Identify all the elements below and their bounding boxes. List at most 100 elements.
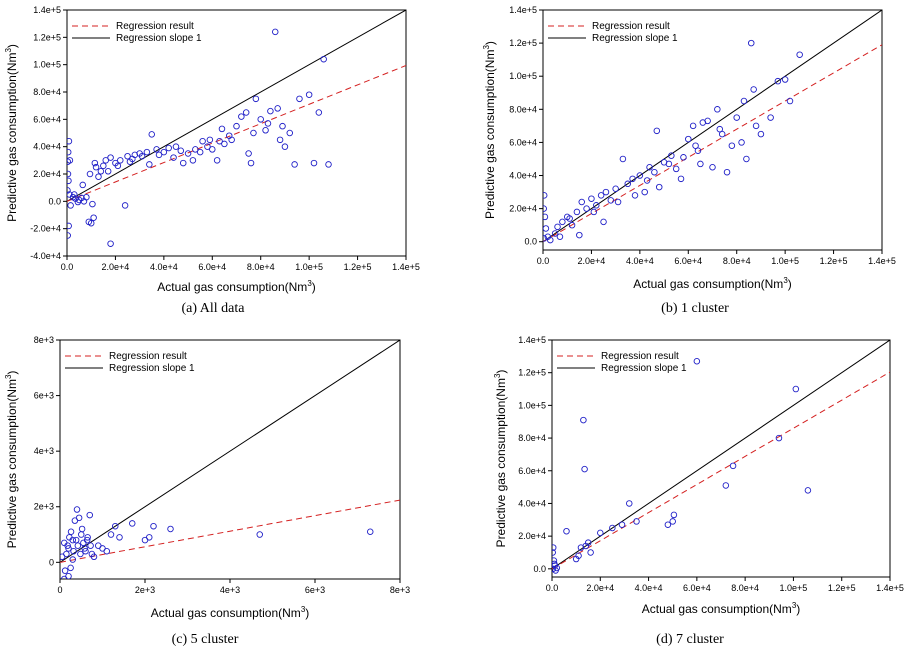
data-point bbox=[213, 157, 221, 164]
data-point bbox=[573, 208, 581, 216]
data-point bbox=[271, 28, 279, 36]
data-point bbox=[367, 528, 374, 536]
legend-label-identity: Regression slope 1 bbox=[601, 363, 687, 374]
x-tick-label: 6.0e+4 bbox=[674, 256, 702, 266]
y-tick-label: 4.0e+4 bbox=[33, 142, 61, 152]
data-point bbox=[554, 223, 561, 231]
data-point bbox=[597, 192, 605, 199]
data-point bbox=[590, 208, 598, 216]
data-point bbox=[752, 122, 760, 130]
panel-5-cluster: 0 2e+3 4e+3 6e+3 8e+3 0 2e+3 4e+3 6e+3 8e+3 Actual… bbox=[4, 335, 410, 647]
data-point bbox=[714, 106, 721, 113]
data-point bbox=[543, 235, 548, 242]
data-point bbox=[83, 193, 90, 201]
data-point bbox=[747, 39, 755, 47]
data-point bbox=[704, 117, 711, 125]
x-axis-label: Actual gas consumption(Nm3) bbox=[633, 276, 792, 291]
data-point bbox=[257, 116, 264, 123]
data-point bbox=[86, 170, 94, 178]
y-tick-label: 6.0e+4 bbox=[518, 466, 546, 476]
data-point bbox=[729, 462, 737, 470]
data-point bbox=[733, 114, 740, 121]
data-point bbox=[64, 542, 71, 549]
data-point bbox=[256, 531, 264, 538]
data-point bbox=[664, 521, 672, 528]
data-point bbox=[543, 205, 547, 212]
x-tick-label: 4e+3 bbox=[220, 585, 240, 595]
data-point bbox=[61, 575, 68, 579]
y-axis-label: Predictive gas consumption(Nm3) bbox=[482, 41, 497, 219]
data-point bbox=[242, 109, 250, 116]
data-point bbox=[680, 154, 687, 161]
x-axis-label: Actual gas consumption(Nm3) bbox=[151, 605, 310, 620]
data-point bbox=[67, 222, 72, 230]
data-point bbox=[624, 180, 632, 188]
data-point bbox=[117, 157, 124, 164]
data-point bbox=[315, 109, 323, 116]
data-point bbox=[767, 114, 774, 121]
y-tick-label: 0 bbox=[49, 557, 54, 567]
x-tick-label: 8.0e+4 bbox=[731, 583, 759, 593]
data-point bbox=[689, 122, 697, 130]
data-point bbox=[672, 165, 680, 173]
data-point bbox=[543, 225, 550, 232]
data-point bbox=[67, 157, 74, 164]
data-point bbox=[153, 146, 160, 153]
data-point bbox=[145, 534, 153, 541]
data-point bbox=[218, 125, 226, 133]
y-tick-label: 6e+3 bbox=[34, 391, 54, 401]
data-point bbox=[72, 536, 80, 544]
data-point bbox=[71, 517, 79, 524]
data-point bbox=[296, 95, 303, 103]
data-point bbox=[669, 518, 676, 525]
data-point bbox=[184, 150, 192, 157]
y-tick-label: 1.2e+5 bbox=[509, 38, 537, 48]
plot-content bbox=[67, 10, 406, 247]
data-point bbox=[775, 434, 783, 442]
data-point bbox=[155, 151, 163, 159]
panel-7-cluster: 0.0 2.0e+4 4.0e+4 6.0e+4 8.0e+4 1.0e+5 1.2e+5 1… bbox=[493, 335, 904, 647]
data-point bbox=[578, 198, 585, 206]
data-point bbox=[626, 500, 633, 507]
data-point bbox=[107, 531, 115, 538]
data-point bbox=[89, 200, 96, 208]
y-tick-label: 6.0e+4 bbox=[509, 137, 537, 147]
data-point bbox=[65, 545, 72, 552]
x-tick-label: 8e+3 bbox=[390, 585, 410, 595]
data-point bbox=[551, 230, 559, 237]
data-point bbox=[740, 97, 748, 105]
data-point bbox=[291, 161, 298, 168]
data-point bbox=[305, 91, 313, 98]
x-tick-label: 1.4e+5 bbox=[876, 583, 904, 593]
y-tick-label: 4.0e+4 bbox=[509, 171, 537, 181]
y-axis-label: Predictive gas consumption(Nm3) bbox=[4, 371, 19, 549]
y-tick-label: 8.0e+4 bbox=[509, 104, 537, 114]
plot-content bbox=[60, 340, 400, 579]
data-point bbox=[86, 511, 93, 519]
data-point bbox=[247, 159, 255, 167]
x-tick-label: 4.0e+4 bbox=[626, 256, 654, 266]
data-point bbox=[781, 76, 789, 83]
legend-label-identity: Regression slope 1 bbox=[116, 33, 202, 44]
data-point bbox=[148, 131, 155, 138]
data-point bbox=[600, 218, 607, 226]
x-tick-label: 6e+3 bbox=[305, 585, 325, 595]
x-tick-label: 0.0 bbox=[546, 583, 559, 593]
data-point bbox=[245, 150, 252, 157]
data-point bbox=[568, 221, 576, 229]
data-point bbox=[723, 168, 731, 176]
legend-label-regression: Regression result bbox=[116, 21, 194, 32]
data-point bbox=[67, 148, 72, 156]
panel-caption: (c) 5 cluster bbox=[172, 632, 239, 647]
data-point bbox=[584, 539, 592, 546]
y-tick-label: 8e+3 bbox=[34, 335, 54, 345]
data-point bbox=[179, 159, 187, 167]
legend-label-regression: Regression result bbox=[592, 21, 670, 32]
data-point bbox=[668, 152, 675, 159]
panel-all-data: 0.0 2.0e+4 4.0e+4 6.0e+4 8.0e+4 1.0e+5 1.2e+5 1… bbox=[4, 5, 420, 316]
x-tick-label: 4.0e+4 bbox=[150, 262, 178, 272]
x-tick-label: 1.0e+5 bbox=[295, 262, 323, 272]
plot-content bbox=[552, 340, 890, 574]
regression-line bbox=[67, 65, 406, 202]
data-point bbox=[286, 129, 294, 137]
